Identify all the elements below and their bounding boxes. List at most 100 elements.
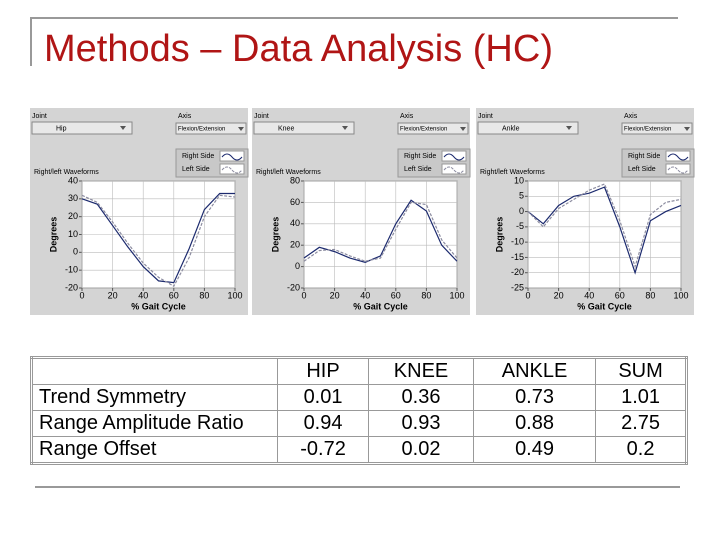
joint-label: Joint [32,113,47,120]
y-axis-label: Degrees [270,217,280,253]
y-tick-label: -15 [511,252,524,262]
y-tick-label: 60 [290,197,300,207]
table-cell: 0.93 [368,410,474,437]
legend-label: Right Side [404,153,436,160]
chart-title: Right/left Waveforms [480,169,545,176]
table-cell: 0.02 [368,436,474,464]
joint-dropdown [253,121,355,135]
x-tick-label: 0 [301,290,306,300]
x-axis-label: % Gait Cycle [353,301,408,311]
legend-swatch [221,153,243,161]
legend-label: Left Side [628,166,656,173]
y-tick-label: -25 [511,282,524,292]
y-tick-label: 80 [290,175,300,185]
axis-dropdown [397,122,469,135]
y-tick-label: 0 [519,206,524,216]
x-tick-label: 80 [199,290,209,300]
axis-value: Flexion/Extension [178,127,225,133]
x-tick-label: 100 [673,290,688,300]
y-tick-label: 10 [514,175,524,185]
row-label: Range Amplitude Ratio [31,410,278,437]
x-tick-label: 20 [554,290,564,300]
table-row: Range Amplitude Ratio 0.94 0.93 0.88 2.75 [31,410,687,437]
series-line [81,192,235,284]
x-tick-label: 100 [227,290,242,300]
legend-swatch-bg [219,150,245,162]
y-tick-label: 20 [290,240,300,250]
plot-area [303,180,458,289]
joint-dropdown [477,121,579,135]
dropdown-arrow [238,127,244,131]
x-tick-label: 60 [169,290,179,300]
plot-area [527,180,682,289]
y-tick-label: 10 [68,229,78,239]
y-tick-label: 0 [295,261,300,271]
y-tick-label: 40 [68,175,78,185]
dropdown-arrow [120,126,126,130]
x-tick-label: 100 [449,290,464,300]
legend-label: Left Side [404,166,432,173]
joint-label: Joint [478,113,493,120]
x-axis-label: % Gait Cycle [131,301,186,311]
y-tick-label: -20 [287,282,300,292]
dropdown-arrow [460,127,466,131]
x-tick-label: 40 [584,290,594,300]
table-cell: 0.94 [276,410,370,437]
legend-swatch-bg [665,150,691,162]
y-tick-label: -10 [511,237,524,247]
axis-value: Flexion/Extension [400,127,447,133]
y-tick-label: -20 [65,282,78,292]
legend-swatch-bg [219,163,245,175]
series-line [81,194,236,288]
table-cell: 1.01 [595,384,687,411]
column-header: HIP [276,357,370,385]
chart-title: Right/left Waveforms [34,169,99,176]
x-tick-label: 0 [525,290,530,300]
row-label: Trend Symmetry [31,384,278,411]
x-tick-label: 0 [79,290,84,300]
y-tick-label: 30 [68,193,78,203]
table-cell: 2.75 [595,410,687,437]
x-tick-label: 40 [138,290,148,300]
header-row: HIP KNEE ANKLE SUM [31,357,687,385]
x-tick-label: 80 [421,290,431,300]
column-header: KNEE [368,357,474,385]
axis-label: Axis [400,113,414,120]
axis-label: Axis [624,113,638,120]
x-tick-label: 60 [391,290,401,300]
legend-label: Left Side [182,166,210,173]
legend-swatch [443,166,465,174]
table-cell: 0.36 [368,384,474,411]
y-tick-label: 40 [290,218,300,228]
table-cell: 0.2 [595,436,687,464]
table-cell: 0.49 [472,436,597,464]
column-header: ANKLE [472,357,597,385]
axis-dropdown [621,122,693,135]
series-line [527,183,682,269]
y-axis-label: Degrees [494,217,504,253]
x-tick-label: 80 [645,290,655,300]
x-tick-label: 20 [108,290,118,300]
joint-value: Knee [278,125,294,132]
legend-swatch [443,153,465,161]
legend-label: Right Side [628,153,660,160]
dropdown-arrow [684,127,690,131]
table-cell: -0.72 [276,436,370,464]
x-tick-label: 60 [615,290,625,300]
axis-dropdown [175,122,247,135]
y-tick-label: -5 [516,221,524,231]
x-tick-label: 40 [360,290,370,300]
joint-label: Joint [254,113,269,120]
row-label: Range Offset [31,436,278,464]
dropdown-arrow [342,126,348,130]
table-row: Trend Symmetry 0.01 0.36 0.73 1.01 [31,384,687,411]
joint-value: Hip [56,125,67,132]
y-tick-label: -20 [511,267,524,277]
y-axis-label: Degrees [48,217,58,253]
corner-cell [31,357,278,385]
results-table: HIP KNEE ANKLE SUM Trend Symmetry 0.01 0.36 0.… [30,356,688,465]
joint-dropdown [31,121,133,135]
table-cell: 0.73 [472,384,597,411]
